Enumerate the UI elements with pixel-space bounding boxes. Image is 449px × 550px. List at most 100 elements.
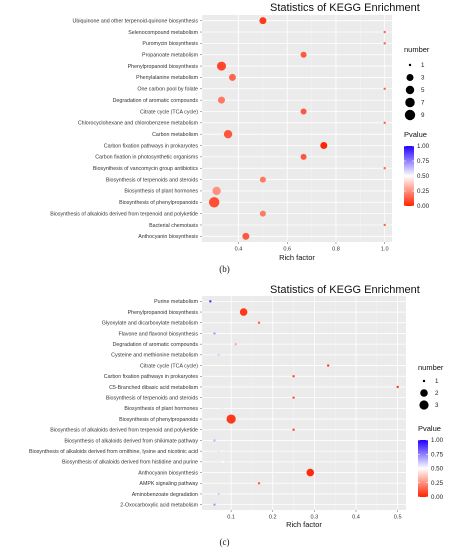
x-tick-label: 0.1 bbox=[227, 515, 235, 521]
colorbar-label: 0.00 bbox=[417, 203, 430, 210]
colorbar-label: 1.00 bbox=[417, 143, 430, 150]
size-legend-dot bbox=[405, 97, 415, 108]
size-legend-title: number bbox=[418, 363, 444, 372]
size-legend-label: 5 bbox=[421, 87, 425, 94]
category-label: Aminobenzoate degradation bbox=[132, 492, 198, 498]
colorbar-label: 0.75 bbox=[431, 451, 444, 458]
category-label: Carbon fixation pathways in prokaryotes bbox=[104, 374, 199, 380]
plot-panel bbox=[202, 296, 406, 510]
data-point bbox=[213, 332, 216, 335]
category-label: Selenocompound metabolism bbox=[128, 30, 198, 36]
data-point bbox=[223, 129, 233, 139]
category-label: Carbon metabolism bbox=[152, 132, 199, 138]
pvalue-legend-title: Pvalue bbox=[418, 424, 441, 433]
pvalue-colorbar bbox=[404, 146, 414, 206]
size-legend-dot bbox=[420, 389, 428, 397]
size-legend-label: 3 bbox=[435, 402, 439, 409]
data-point bbox=[217, 449, 220, 453]
size-legend-label: 2 bbox=[435, 390, 439, 397]
data-point bbox=[212, 186, 221, 196]
size-legend-dot bbox=[408, 63, 412, 67]
category-label: C5-Branched dibasic acid metabolism bbox=[109, 385, 198, 391]
category-label: Phenylpropanoid biosynthesis bbox=[128, 310, 199, 316]
size-legend-label: 7 bbox=[421, 100, 425, 107]
category-label: Citrate cycle (TCA cycle) bbox=[140, 363, 198, 369]
size-legend-dot bbox=[422, 379, 426, 383]
category-label: Biosynthesis of phenylpropanoids bbox=[119, 200, 198, 206]
data-point bbox=[292, 428, 295, 431]
data-point bbox=[221, 460, 225, 464]
category-label: Carbon fixation in photosynthetic organi… bbox=[95, 155, 198, 161]
x-tick-label: 0.6 bbox=[283, 247, 291, 253]
category-label: Anthocyanin biosynthesis bbox=[138, 234, 198, 240]
category-label: Flavone and flavonol biosynthesis bbox=[118, 331, 198, 337]
data-point bbox=[213, 439, 216, 442]
category-label: Biosynthesis of alkaloids derived from t… bbox=[50, 428, 198, 434]
x-tick-label: 0.4 bbox=[235, 247, 243, 253]
data-point bbox=[257, 321, 261, 324]
data-point bbox=[234, 342, 237, 346]
size-legend-dot bbox=[419, 400, 429, 410]
chart-title: Statistics of KEGG Enrichment bbox=[270, 284, 420, 296]
category-label: Glyoxylate and dicarboxylate metabolism bbox=[102, 321, 199, 327]
data-point bbox=[383, 167, 386, 170]
colorbar-label: 0.00 bbox=[431, 494, 444, 501]
data-point bbox=[259, 210, 266, 217]
x-tick-label: 0.8 bbox=[332, 247, 340, 253]
category-label: Carbon fixation pathways in prokaryotes bbox=[104, 143, 199, 149]
category-label: Chlorocyclohexane and chlorobenzene meta… bbox=[78, 121, 199, 127]
colorbar-label: 0.50 bbox=[417, 173, 430, 180]
colorbar-label: 0.25 bbox=[417, 188, 430, 195]
category-label: Bacterial chemotaxis bbox=[149, 223, 198, 229]
category-label: Anthocyanin biosynthesis bbox=[138, 470, 198, 476]
data-point bbox=[383, 87, 386, 90]
data-point bbox=[217, 353, 220, 357]
category-label: Cysteine and methionine metabolism bbox=[111, 353, 198, 359]
data-point bbox=[209, 300, 212, 303]
size-legend-dot bbox=[404, 109, 416, 121]
x-tick-label: 0.4 bbox=[352, 515, 360, 521]
data-point bbox=[242, 232, 250, 240]
size-legend-label: 1 bbox=[435, 378, 439, 385]
colorbar-label: 0.75 bbox=[417, 158, 430, 165]
size-legend-title: number bbox=[404, 45, 430, 54]
category-label: AMPK signaling pathway bbox=[139, 481, 198, 487]
category-label: One carbon pool by folate bbox=[137, 87, 198, 93]
data-point bbox=[383, 121, 386, 125]
category-label: Biosynthesis of alkaloids derived from t… bbox=[50, 211, 198, 217]
data-point bbox=[320, 142, 328, 150]
data-point bbox=[383, 30, 386, 34]
colorbar-label: 1.00 bbox=[431, 437, 444, 444]
data-point bbox=[300, 153, 307, 160]
category-label: Biosynthesis of vancomycin group antibio… bbox=[93, 166, 198, 172]
data-point bbox=[217, 492, 220, 496]
pvalue-legend-title: Pvalue bbox=[404, 130, 427, 139]
colorbar-label: 0.50 bbox=[431, 466, 444, 473]
category-label: Biosynthesis of alkaloids derived from h… bbox=[62, 460, 198, 466]
data-point bbox=[326, 364, 330, 367]
data-point bbox=[259, 17, 267, 25]
size-legend-dot bbox=[405, 85, 415, 95]
size-legend-label: 9 bbox=[421, 112, 425, 119]
size-legend-label: 3 bbox=[421, 75, 425, 82]
data-point bbox=[292, 375, 295, 378]
category-label: Biosynthesis of plant hormones bbox=[124, 406, 198, 412]
category-label: Degradation of aromatic compounds bbox=[113, 98, 199, 104]
kegg-chart-c: Statistics of KEGG Enrichment Purine meta… bbox=[29, 284, 444, 547]
category-label: Biosynthesis of terpenoids and steroids bbox=[106, 177, 199, 183]
category-label: Biosynthesis of alkaloids derived from s… bbox=[64, 438, 198, 444]
x-tick-label: 1.0 bbox=[381, 247, 389, 253]
pvalue-colorbar bbox=[418, 440, 428, 497]
category-label: Phenylalanine metabolism bbox=[136, 75, 198, 81]
kegg-chart-b: Statistics of KEGG Enrichment Ubiquinone … bbox=[50, 2, 430, 274]
category-label: Biosynthesis of alkaloids derived from o… bbox=[29, 449, 198, 455]
x-tick-label: 0.3 bbox=[311, 515, 319, 521]
data-point bbox=[228, 73, 236, 81]
figure-caption: (b) bbox=[219, 264, 230, 274]
colorbar-label: 0.25 bbox=[431, 480, 444, 487]
category-label: Puromycin biosynthesis bbox=[142, 41, 198, 47]
size-legend-dot bbox=[406, 74, 414, 81]
data-point bbox=[300, 108, 307, 115]
category-label: Phenylpropanoid biosynthesis bbox=[128, 64, 199, 70]
figure-caption: (c) bbox=[220, 537, 230, 547]
